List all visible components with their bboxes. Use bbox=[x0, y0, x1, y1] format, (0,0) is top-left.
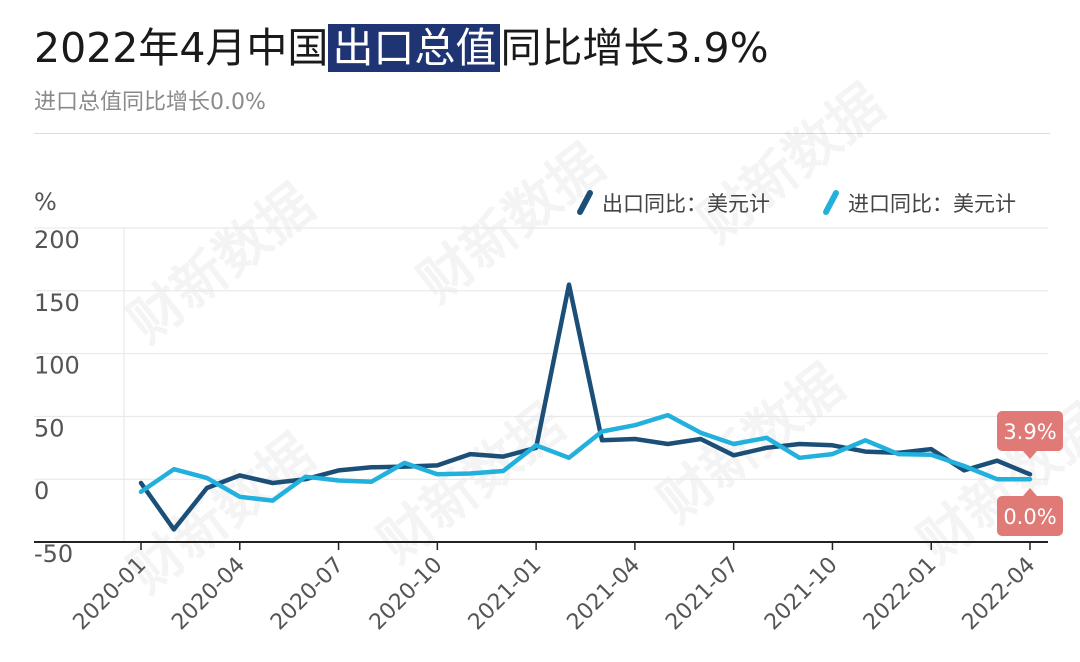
page-title: 2022年4月中国出口总值同比增长3.9% bbox=[34, 14, 769, 74]
import-value-label: 0.0% bbox=[1003, 505, 1056, 529]
y-tick-label: 0 bbox=[34, 477, 49, 505]
title-part2: 同比增长3.9% bbox=[500, 24, 769, 72]
page-subtitle: 进口总值同比增长0.0% bbox=[34, 90, 266, 115]
title-part1: 2022年4月中国 bbox=[34, 24, 329, 72]
header-divider bbox=[34, 133, 1050, 134]
y-tick-label: -50 bbox=[34, 540, 73, 568]
x-tick-label: 2020-07 bbox=[266, 553, 349, 636]
export-value-label-pointer bbox=[1023, 451, 1037, 459]
x-tick-label: 2020-04 bbox=[167, 553, 250, 636]
export-value-label: 3.9% bbox=[1003, 420, 1056, 444]
import-value-label-box bbox=[997, 496, 1063, 536]
import-value-label-pointer bbox=[1023, 488, 1037, 496]
title-highlight: 出口总值 bbox=[328, 24, 501, 72]
y-tick-label: 100 bbox=[34, 352, 80, 380]
legend-import-swatch bbox=[823, 190, 839, 215]
x-tick-label: 2021-01 bbox=[464, 553, 547, 636]
import-series-line bbox=[138, 412, 1033, 503]
x-tick-label: 2022-04 bbox=[958, 553, 1041, 636]
y-tick-label: 200 bbox=[34, 226, 80, 254]
x-tick-label: 2021-07 bbox=[661, 553, 744, 636]
legend-export-label: 出口同比：美元计 bbox=[602, 192, 770, 216]
y-axis-label: % bbox=[34, 188, 57, 216]
legend-import-label: 进口同比：美元计 bbox=[848, 192, 1016, 216]
x-tick-label: 2021-04 bbox=[562, 553, 645, 636]
legend-export-swatch bbox=[577, 190, 593, 215]
x-tick-label: 2022-01 bbox=[859, 553, 942, 636]
x-tick-label: 2020-01 bbox=[69, 553, 152, 636]
y-tick-label: 150 bbox=[34, 289, 80, 317]
export-series-line bbox=[138, 282, 1033, 532]
x-tick-label: 2021-10 bbox=[760, 553, 843, 636]
x-tick-label: 2020-10 bbox=[365, 553, 448, 636]
y-tick-label: 50 bbox=[34, 414, 65, 442]
export-value-label-box bbox=[997, 411, 1063, 451]
